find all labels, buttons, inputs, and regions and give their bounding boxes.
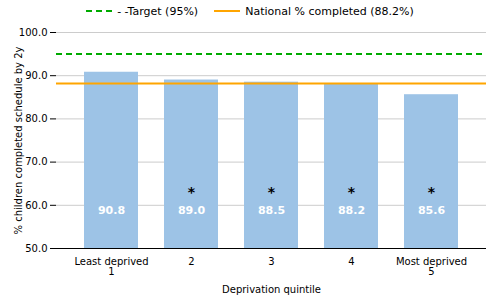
svg-text:4: 4 (348, 256, 354, 267)
svg-text:89.0: 89.0 (178, 204, 205, 217)
svg-text:2: 2 (188, 256, 194, 267)
svg-text:*: * (188, 184, 196, 200)
svg-text:70.0: 70.0 (25, 156, 47, 167)
svg-text:Deprivation quintile: Deprivation quintile (222, 284, 321, 295)
svg-text:50.0: 50.0 (25, 243, 47, 254)
svg-text:% children completed schedule: % children completed schedule by 2y (13, 46, 24, 234)
svg-text:90.0: 90.0 (25, 70, 47, 81)
svg-text:Most deprived5: Most deprived5 (396, 256, 467, 277)
svg-text:80.0: 80.0 (25, 113, 47, 124)
svg-text:60.0: 60.0 (25, 200, 47, 211)
svg-text:*: * (348, 184, 356, 200)
svg-text:*: * (428, 184, 436, 200)
svg-text:Least deprived1: Least deprived1 (74, 256, 148, 277)
svg-text:85.6: 85.6 (418, 204, 445, 217)
svg-text:88.5: 88.5 (258, 204, 285, 217)
svg-text:3: 3 (268, 256, 274, 267)
svg-text:100.0: 100.0 (19, 27, 48, 38)
svg-text:*: * (268, 184, 276, 200)
html-text:- -Target (95%): - -Target (95%) (117, 4, 199, 18)
svg-text:88.2: 88.2 (338, 204, 365, 217)
html-text:National % completed (88.2%): National % completed (88.2%) (245, 4, 414, 18)
svg-text:90.8: 90.8 (98, 204, 125, 217)
